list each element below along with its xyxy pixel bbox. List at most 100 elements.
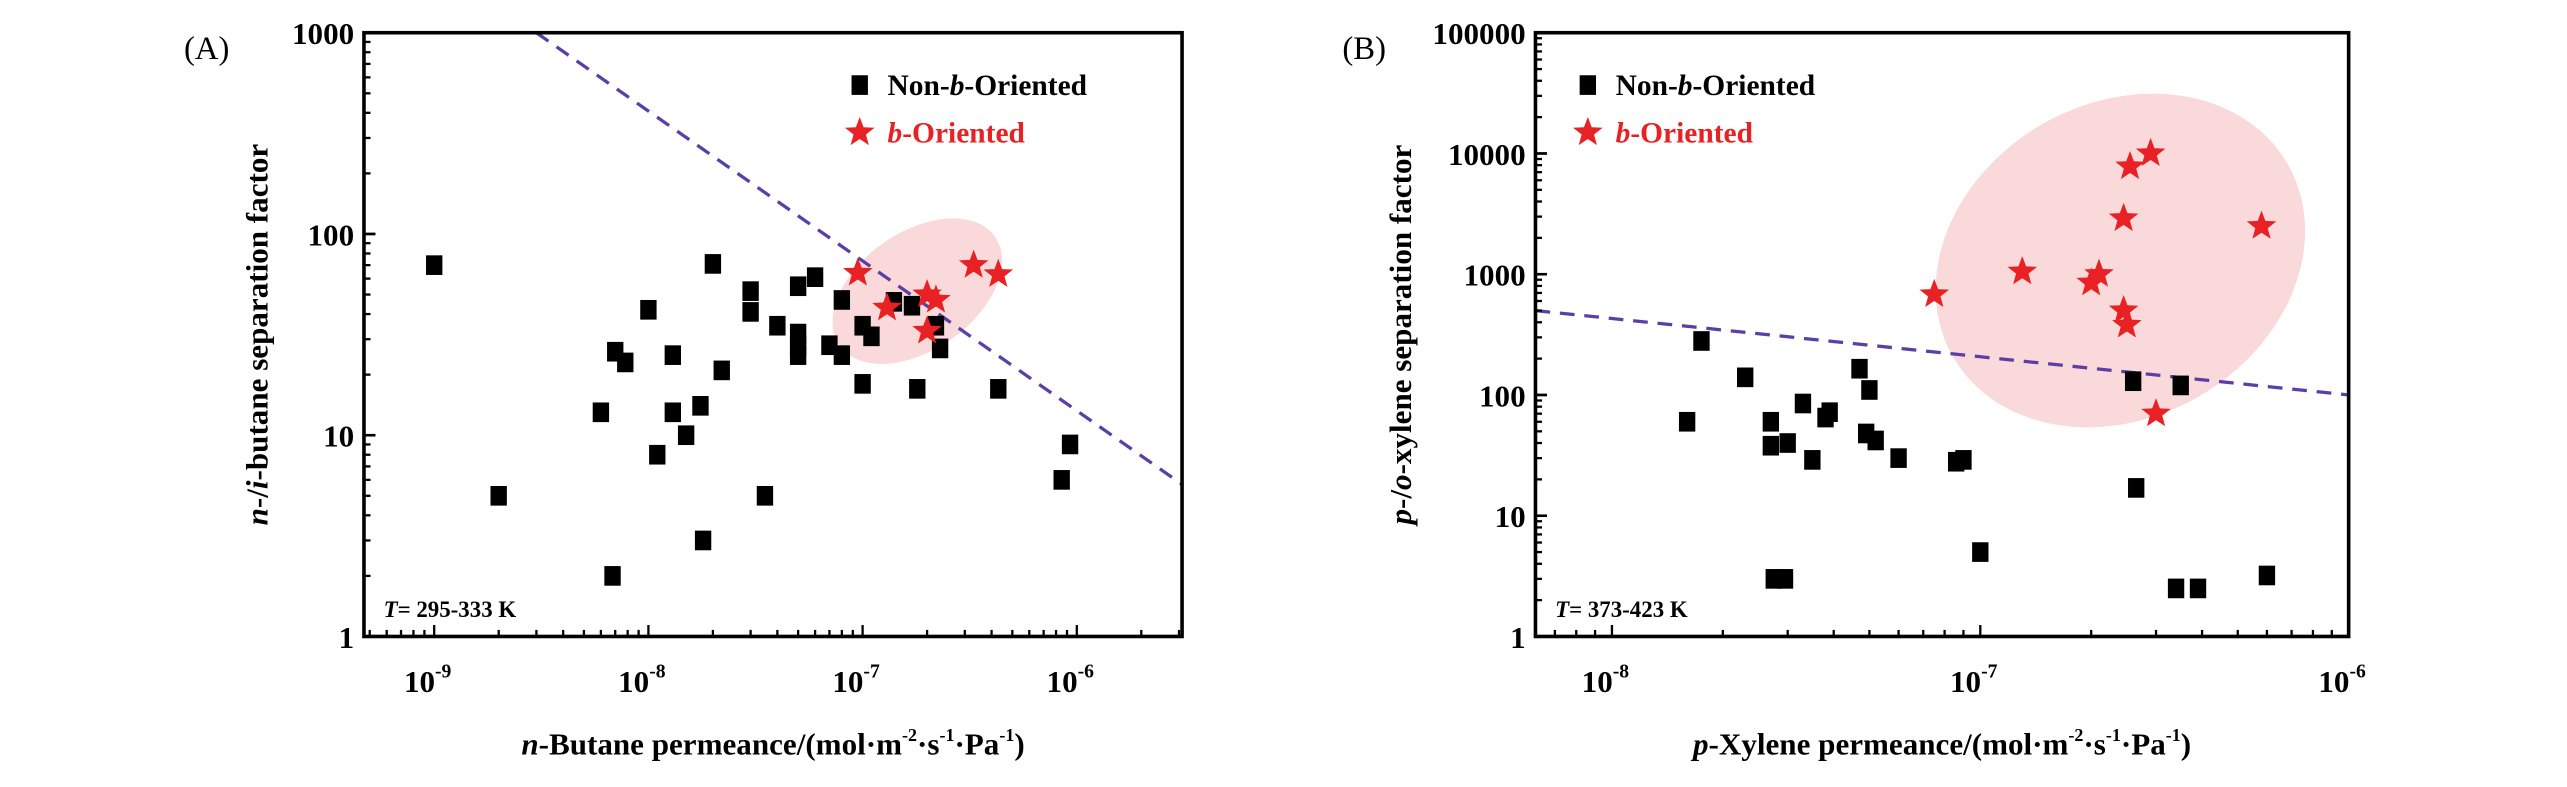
legend-label: b-Oriented bbox=[888, 117, 1026, 149]
data-point-square bbox=[426, 255, 443, 275]
data-point-star bbox=[872, 292, 902, 321]
data-point-square bbox=[1851, 358, 1868, 379]
legend-label: Non-b-Oriented bbox=[1616, 70, 1816, 102]
data-point-square bbox=[854, 374, 871, 394]
x-tick-label: 10-8 bbox=[618, 661, 666, 699]
data-point-star bbox=[2135, 137, 2166, 167]
data-point-square bbox=[704, 254, 722, 274]
data-point-square bbox=[2128, 478, 2145, 498]
data-point-square bbox=[909, 379, 926, 399]
data-point-square bbox=[806, 267, 824, 287]
data-point-square bbox=[863, 326, 880, 347]
data-point-square bbox=[1061, 434, 1079, 455]
data-point-square bbox=[617, 352, 634, 373]
legend-marker-square bbox=[851, 75, 868, 95]
data-point-square bbox=[592, 402, 610, 423]
data-point-star bbox=[912, 279, 942, 308]
data-point-star bbox=[958, 249, 989, 278]
data-point-square bbox=[1762, 411, 1780, 432]
legend: Non-b-Oriented b-Oriented bbox=[1573, 70, 1816, 149]
legend: Non-b-Oriented b-Oriented bbox=[844, 70, 1088, 149]
data-point-square bbox=[1776, 569, 1794, 589]
data-point-square bbox=[2172, 375, 2189, 396]
data-point-square bbox=[742, 281, 759, 301]
data-point-star bbox=[2108, 202, 2139, 231]
legend-marker-star bbox=[1573, 116, 1603, 146]
y-tick-label: 1 bbox=[1510, 620, 1526, 655]
plot-area bbox=[1535, 93, 2349, 599]
data-point-square bbox=[1737, 367, 1754, 388]
legend-marker-star bbox=[844, 116, 875, 146]
upper-bound-line bbox=[1535, 308, 2349, 397]
data-point-star bbox=[983, 258, 1014, 287]
y-axis-title: n-/i-butane separation factor bbox=[239, 144, 274, 526]
x-axis-title: p-Xylene permeance/(mol·m-2·s-1·Pa-1) bbox=[1690, 725, 2191, 761]
data-point-square bbox=[1678, 411, 1696, 432]
y-tick-label: 1000 bbox=[292, 16, 354, 51]
data-point-square bbox=[2258, 565, 2276, 586]
panel-b: 1 10 100 1000 10000 100000 10-8 10-7 10-6 p-Xylen… bbox=[1342, 16, 2366, 761]
panel-a: 1 10 100 1000 10-9 10-8 10-7 10-6 n-Butane perme… bbox=[184, 16, 1184, 761]
data-point-square bbox=[821, 335, 838, 356]
legend-label: b-Oriented bbox=[1616, 117, 1754, 149]
data-point-square bbox=[2167, 578, 2185, 599]
data-point-square bbox=[677, 425, 695, 446]
y-tick-label: 10000 bbox=[1448, 137, 1526, 172]
data-point-square bbox=[1794, 393, 1812, 414]
data-point-star bbox=[2141, 398, 2171, 427]
y-tick-label: 100000 bbox=[1432, 16, 1525, 51]
data-point-square bbox=[664, 402, 681, 423]
data-point-square bbox=[1804, 450, 1821, 470]
legend-marker-square bbox=[1579, 75, 1597, 95]
x-tick-label: 10-9 bbox=[404, 661, 452, 699]
y-tick-label: 100 bbox=[1479, 378, 1526, 413]
data-point-square bbox=[1779, 433, 1796, 453]
data-point-square bbox=[742, 302, 759, 322]
x-tick-label: 10-6 bbox=[1047, 661, 1095, 699]
plot-frame bbox=[1533, 30, 2351, 639]
data-point-star bbox=[2007, 256, 2038, 285]
x-axis-title: n-Butane permeance/(mol·m-2·s-1·Pa-1) bbox=[521, 725, 1024, 761]
data-point-square bbox=[713, 360, 730, 381]
data-point-square bbox=[640, 299, 657, 320]
data-point-square bbox=[664, 345, 681, 365]
data-point-square bbox=[833, 345, 851, 365]
legend-label: Non-b-Oriented bbox=[888, 70, 1088, 102]
series-b-oriented bbox=[843, 249, 1014, 344]
panel-label: (B) bbox=[1342, 31, 1386, 67]
data-point-square bbox=[649, 444, 666, 465]
data-point-square bbox=[2124, 371, 2142, 392]
temperature-annotation: T= 295-333 K bbox=[384, 597, 517, 622]
y-tick-label: 1000 bbox=[1463, 258, 1525, 293]
data-point-square bbox=[694, 530, 712, 551]
data-point-square bbox=[903, 295, 921, 316]
series-non-b-oriented bbox=[426, 254, 1079, 586]
data-point-square bbox=[756, 485, 774, 506]
y-tick-label: 1 bbox=[339, 620, 355, 655]
data-point-square bbox=[990, 379, 1007, 399]
data-point-star bbox=[843, 257, 873, 286]
data-point-square bbox=[1955, 450, 1972, 470]
data-point-square bbox=[1821, 402, 1838, 423]
data-point-square bbox=[1890, 448, 1907, 468]
y-tick-label: 10 bbox=[323, 419, 354, 454]
data-point-square bbox=[789, 276, 807, 297]
x-tick-label: 10-7 bbox=[832, 661, 880, 699]
data-point-star bbox=[2115, 150, 2145, 180]
data-point-square bbox=[789, 345, 807, 365]
data-point-square bbox=[2189, 578, 2207, 599]
series-b-oriented bbox=[1919, 137, 2277, 427]
data-point-square bbox=[692, 395, 709, 416]
data-point-square bbox=[1053, 470, 1070, 490]
data-point-star bbox=[2246, 210, 2277, 239]
data-point-square bbox=[1972, 542, 1989, 562]
data-point-star bbox=[2112, 309, 2142, 338]
data-point-square bbox=[490, 485, 507, 506]
upper-bound-line bbox=[535, 32, 1183, 486]
y-axis-title: p-/o-xylene separation factor bbox=[1383, 145, 1418, 528]
data-point-square bbox=[1867, 430, 1884, 451]
panel-label: (A) bbox=[184, 31, 229, 67]
data-point-star bbox=[2076, 267, 2106, 296]
temperature-annotation: T= 373-423 K bbox=[1555, 597, 1688, 622]
